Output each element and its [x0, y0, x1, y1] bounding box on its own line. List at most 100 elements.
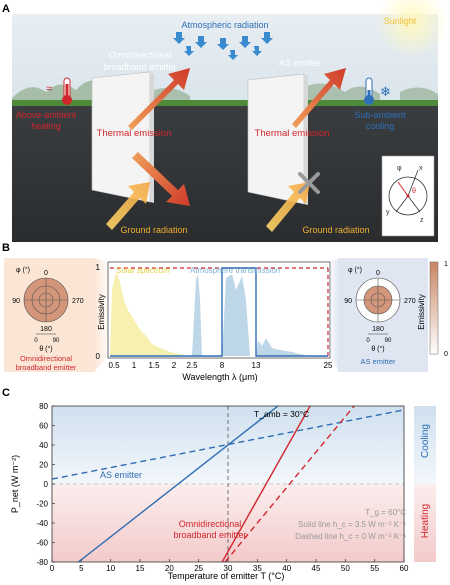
- y-tick-label: -40: [36, 519, 48, 528]
- panel-letter-c: C: [2, 387, 10, 399]
- atm-transmission-label: Atmosphere transmission: [190, 266, 280, 275]
- snowflake-icon: ❄: [380, 84, 391, 99]
- x-tick-label: 5: [79, 564, 84, 573]
- as-theta-90: 90: [385, 338, 392, 344]
- omni-title-line1: Omnidirectional: [109, 50, 172, 60]
- spectrum-xtick: 2.5: [186, 361, 198, 370]
- as-theta-label: θ (°): [371, 345, 384, 353]
- omni-theta-0: 0: [34, 338, 38, 344]
- x-tick-label: 45: [312, 564, 321, 573]
- omni-angle-0: 0: [44, 270, 48, 277]
- coord-y: y: [386, 209, 390, 216]
- atmospheric-radiation-arrows: [173, 32, 273, 60]
- spectrum-xtick: 0.5: [108, 361, 120, 370]
- omni-phi-label: φ (°): [16, 266, 30, 274]
- spectrum-xtick: 2: [172, 361, 177, 370]
- x-tick-label: 60: [400, 564, 409, 573]
- panel-a: A Atmospheric radiation Sunlight Omnidir…: [2, 0, 448, 242]
- above-ambient-line1: Above-ambient: [16, 110, 77, 120]
- as-angle-180: 180: [372, 326, 384, 333]
- sunlight-label: Sunlight: [384, 16, 417, 26]
- x-tick-label: 40: [282, 564, 291, 573]
- x-tick-label: 20: [165, 564, 174, 573]
- omni-theta-90: 90: [53, 338, 60, 344]
- colorbar-tick-0: 0: [444, 351, 448, 358]
- omni-thermal-arrows: [106, 68, 190, 230]
- thermometer-cold-icon: [364, 77, 374, 105]
- y-tick-label: -80: [36, 558, 48, 567]
- as-thermal-emission-label: Thermal emission: [255, 128, 330, 139]
- panel-letter-a: A: [2, 3, 10, 15]
- tg-label: T_g = 60°C: [365, 508, 406, 517]
- as-polar-plot: [355, 277, 401, 323]
- sub-ambient-line1: Sub-ambient: [354, 110, 406, 120]
- y-tick-label: 60: [39, 422, 48, 431]
- colorbar-label: Emissivity: [417, 294, 426, 330]
- heating-side-bar: [414, 484, 436, 562]
- spectrum-ylabel: Emissivity: [97, 294, 106, 330]
- solar-spectrum-fill: [110, 272, 190, 356]
- spectrum-plot: [107, 261, 331, 359]
- y-tick-label: 0: [44, 480, 49, 489]
- colorbar-tick-1: 1: [444, 261, 448, 268]
- omni-curve-label1: Omnidirectional: [179, 519, 242, 529]
- panel-b: B φ (°) 0 90 180 270 0 90 θ (°) Omnidire…: [2, 242, 448, 382]
- x-tick-label: 50: [341, 564, 350, 573]
- omni-thermal-emission-label: Thermal emission: [97, 128, 172, 139]
- as-angle-0: 0: [376, 270, 380, 277]
- y-tick-label: -60: [36, 539, 48, 548]
- as-angle-270: 270: [404, 298, 416, 305]
- as-thermal-arrows: [266, 68, 346, 232]
- thermometer-hot-icon: [62, 77, 72, 105]
- y-tick-label: 80: [39, 402, 48, 411]
- as-theta-0: 0: [366, 338, 370, 344]
- y-tick-label: 40: [39, 441, 48, 450]
- spectrum-xtick: 8: [220, 361, 225, 370]
- omni-ground-radiation-label: Ground radiation: [120, 225, 187, 235]
- spectrum-ytick-1: 1: [96, 263, 101, 272]
- panel-letter-b: B: [2, 242, 10, 254]
- solid-line-legend: Solid line h_c = 3.5 W m⁻² K⁻¹: [298, 520, 406, 529]
- emissivity-colorbar: [429, 261, 439, 355]
- spectrum-xticks: 0.5 1 1.5 2 2.5 8 13 25: [108, 361, 333, 370]
- above-ambient-line2: heating: [31, 121, 61, 131]
- net-power-chart: 0 5 10 15 20 25 30 35 40 45 50 55 60 -80 -60 -40 -20 0 20 4…: [36, 402, 436, 573]
- as-fan: [330, 258, 340, 372]
- chart-ylabel: P_net (W m⁻²): [10, 455, 20, 513]
- omni-polar-plot: [23, 277, 69, 323]
- x-tick-label: 15: [136, 564, 145, 573]
- x-tick-label: 25: [194, 564, 203, 573]
- solar-spectrum-label: Solar spectrum: [116, 266, 170, 275]
- panel-c: C 0 5 10 15 20 25 30 35 40 45 50 55 60 -80 -60 -40 -20 0 2…: [2, 387, 436, 581]
- coord-z: z: [420, 217, 424, 224]
- coordinate-inset: [381, 155, 435, 237]
- omni-theta-label: θ (°): [39, 345, 52, 353]
- cooling-side-bar: [414, 406, 436, 484]
- series-line-solid: [221, 405, 311, 563]
- as-box-label: AS emitter: [360, 357, 396, 366]
- as-phi-label: φ (°): [348, 266, 362, 274]
- x-tick-label: 35: [253, 564, 262, 573]
- y-tick-label: 20: [39, 461, 48, 470]
- spectrum-xtick: 1: [132, 361, 137, 370]
- omni-box-label1: Omnidirectional: [20, 354, 72, 363]
- tamb-label: T_amb = 30°C: [254, 409, 309, 419]
- spectrum-xtick: 1.5: [148, 361, 160, 370]
- dashed-line-legend: Dashed line h_c = 0 W m⁻² K⁻¹: [295, 532, 406, 541]
- omni-box-label2: broadband emitter: [16, 363, 77, 372]
- ground: [12, 106, 438, 242]
- as-title: AS emitter: [279, 58, 321, 68]
- chart-xlabel: Temperature of emitter T (°C): [168, 571, 285, 581]
- spectrum-ytick-0: 0: [96, 352, 101, 361]
- spectrum-xtick: 25: [324, 361, 333, 370]
- x-tick-label: 30: [224, 564, 233, 573]
- heat-wave-icon: ≈: [46, 83, 52, 95]
- y-tick-label: -20: [36, 500, 48, 509]
- x-tick-label: 0: [50, 564, 55, 573]
- omni-fan: [94, 258, 108, 372]
- coord-x: x: [419, 165, 423, 172]
- heating-label: Heating: [420, 504, 431, 538]
- spectrum-xtick: 13: [252, 361, 261, 370]
- series-line-dashed: [224, 405, 355, 563]
